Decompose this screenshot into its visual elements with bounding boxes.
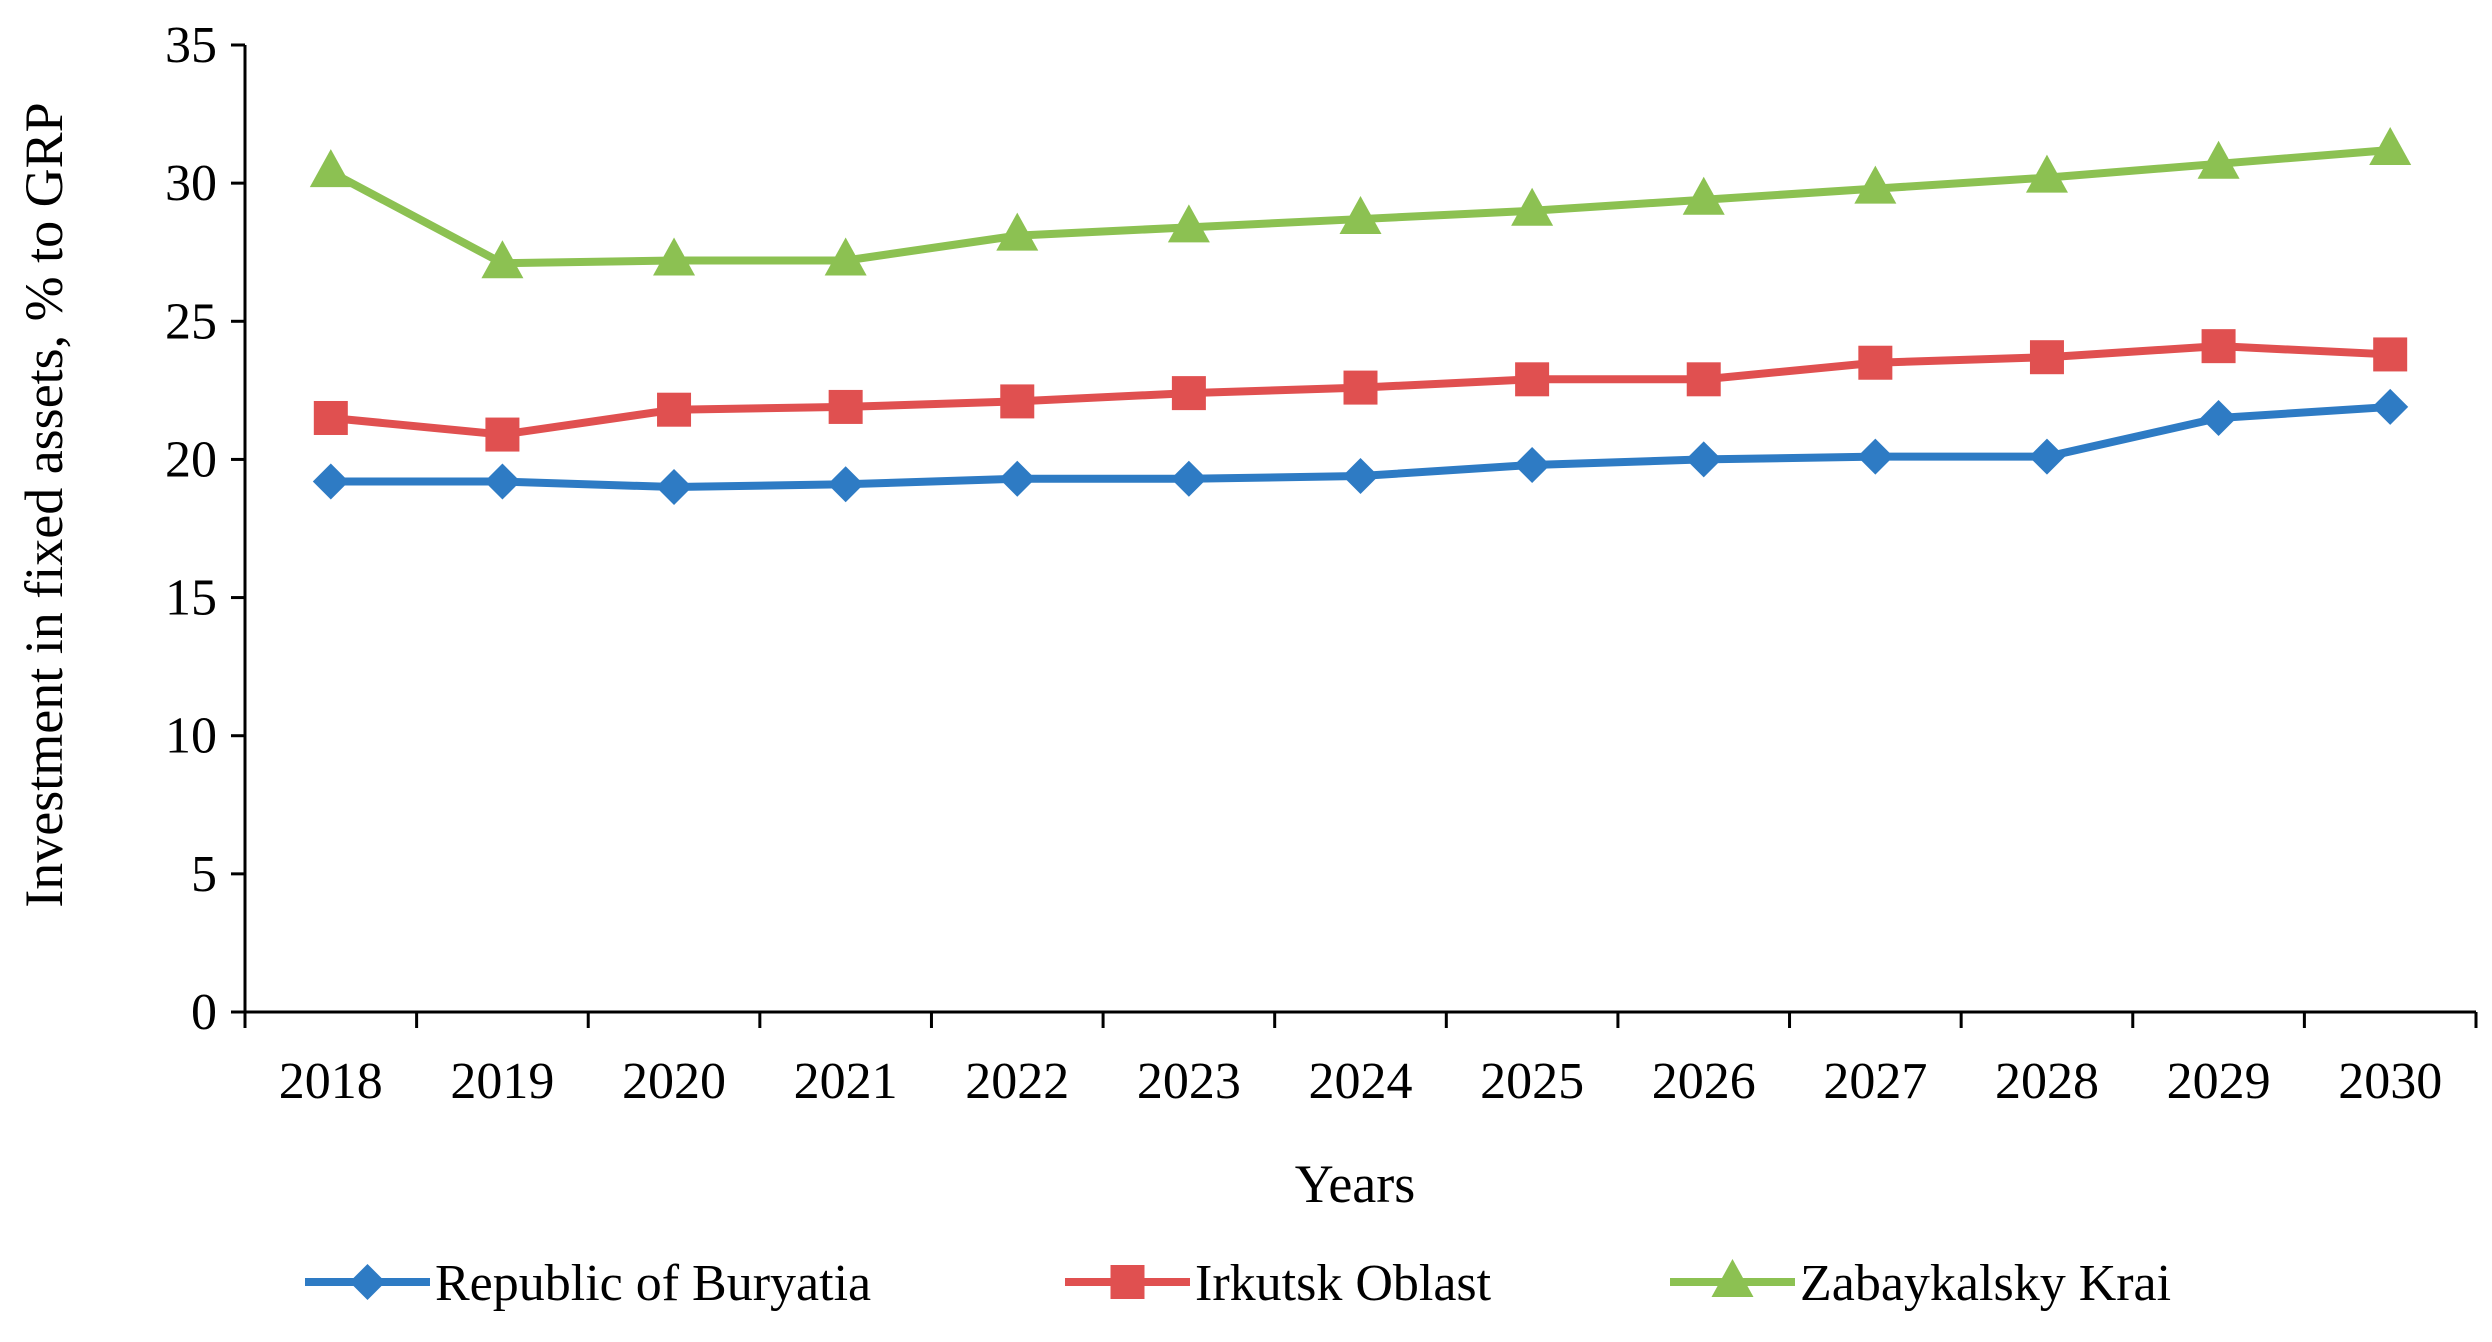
y-tick-label: 35 <box>165 17 217 74</box>
legend-item: Irkutsk Oblast <box>1065 1255 1492 1312</box>
x-tick-label: 2025 <box>1480 1053 1584 1110</box>
data-point <box>653 237 696 276</box>
data-point <box>1685 441 1722 478</box>
x-tick-label: 2020 <box>622 1053 726 1110</box>
data-point <box>999 460 1036 497</box>
legend-label: Republic of Buryatia <box>435 1255 871 1312</box>
y-axis-title: Investment in fixed assets, % to GRP <box>14 102 74 907</box>
data-point <box>1857 438 1894 475</box>
data-point <box>312 463 349 500</box>
data-point <box>2029 340 2064 375</box>
x-axis-title: Years <box>1295 1154 1416 1214</box>
data-point <box>1339 196 1382 235</box>
x-tick-label: 2022 <box>965 1053 1069 1110</box>
data-point <box>484 463 521 500</box>
legend-marker <box>349 1264 386 1300</box>
x-axis: 2018 2019 2020 2021 2022 2023 2024 2025 2026 2027… <box>243 1010 2478 1110</box>
data-point <box>1858 345 1893 380</box>
x-tick-label: 2019 <box>450 1053 554 1110</box>
data-point <box>1515 362 1550 397</box>
x-tick-label: 2029 <box>2167 1053 2271 1110</box>
data-point <box>1682 176 1725 215</box>
legend-item: Republic of Buryatia <box>305 1255 871 1312</box>
y-tick-label: 15 <box>165 570 217 627</box>
data-point <box>1167 204 1210 243</box>
legend-marker <box>1711 1259 1754 1297</box>
legend-label: Irkutsk Oblast <box>1195 1255 1492 1312</box>
series-2 <box>309 126 2412 279</box>
data-point <box>2197 140 2240 179</box>
data-point <box>481 240 524 279</box>
x-tick-label: 2028 <box>1995 1053 2099 1110</box>
data-point <box>1343 370 1378 405</box>
y-axis: 0 5 10 15 20 25 30 35 <box>165 17 247 1041</box>
x-tick-label: 2027 <box>1823 1053 1927 1110</box>
data-point <box>313 400 348 435</box>
series-1 <box>313 329 2408 452</box>
data-point <box>1171 376 1206 411</box>
data-point <box>2200 399 2237 436</box>
y-tick-label: 0 <box>191 984 217 1041</box>
data-point <box>1686 362 1721 397</box>
data-point <box>996 212 1039 251</box>
data-point <box>1854 165 1897 204</box>
data-point <box>656 469 693 506</box>
x-tick-label: 2021 <box>794 1053 898 1110</box>
legend: Republic of Buryatia Irkutsk Oblast Zabayk… <box>305 1255 2171 1312</box>
y-tick-label: 25 <box>165 293 217 350</box>
x-tick-label: 2030 <box>2338 1053 2442 1110</box>
data-point <box>2025 154 2068 193</box>
y-tick-label: 10 <box>165 708 217 765</box>
data-point <box>2373 337 2408 372</box>
data-point <box>2372 388 2409 425</box>
data-point <box>1000 384 1035 419</box>
data-point <box>485 417 520 452</box>
data-point <box>2369 126 2412 165</box>
data-point <box>2028 438 2065 475</box>
data-point <box>828 389 863 424</box>
data-point <box>657 392 692 427</box>
legend-item: Zabaykalsky Krai <box>1670 1255 2171 1312</box>
x-tick-label: 2026 <box>1652 1053 1756 1110</box>
x-tick-label: 2018 <box>279 1053 383 1110</box>
x-tick-label: 2024 <box>1309 1053 1413 1110</box>
data-point <box>1170 460 1207 497</box>
data-point <box>824 237 867 276</box>
series-layer <box>309 126 2412 506</box>
x-tick-label: 2023 <box>1137 1053 1241 1110</box>
data-point <box>2201 329 2236 364</box>
legend-label: Zabaykalsky Krai <box>1800 1255 2171 1312</box>
legend-marker <box>1110 1265 1145 1299</box>
series-0 <box>312 388 2409 506</box>
y-tick-label: 20 <box>165 431 217 488</box>
data-point <box>1342 458 1379 495</box>
y-tick-label: 30 <box>165 155 217 212</box>
y-tick-label: 5 <box>191 846 217 903</box>
data-point <box>827 466 864 503</box>
data-point <box>1514 446 1551 483</box>
data-point <box>309 149 352 188</box>
data-point <box>1511 187 1554 226</box>
